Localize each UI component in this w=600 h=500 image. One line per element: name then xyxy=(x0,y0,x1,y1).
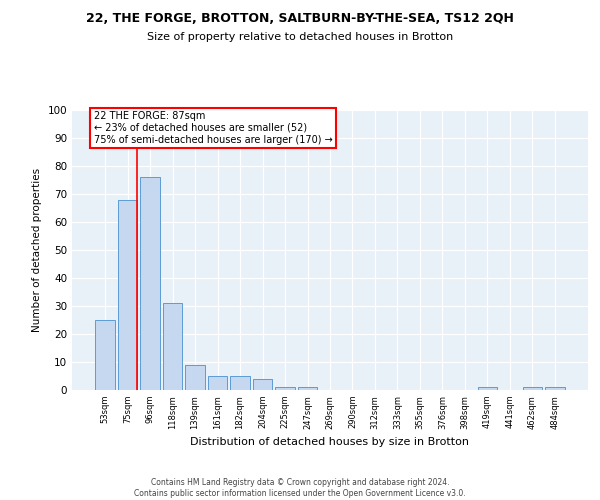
Text: Size of property relative to detached houses in Brotton: Size of property relative to detached ho… xyxy=(147,32,453,42)
Bar xyxy=(208,376,227,390)
Bar xyxy=(95,320,115,390)
Text: 22 THE FORGE: 87sqm
← 23% of detached houses are smaller (52)
75% of semi-detach: 22 THE FORGE: 87sqm ← 23% of detached ho… xyxy=(94,112,332,144)
Bar xyxy=(523,387,542,390)
Y-axis label: Number of detached properties: Number of detached properties xyxy=(32,168,42,332)
X-axis label: Distribution of detached houses by size in Brotton: Distribution of detached houses by size … xyxy=(191,437,470,447)
Text: 22, THE FORGE, BROTTON, SALTBURN-BY-THE-SEA, TS12 2QH: 22, THE FORGE, BROTTON, SALTBURN-BY-THE-… xyxy=(86,12,514,26)
Bar xyxy=(275,387,295,390)
Bar xyxy=(230,376,250,390)
Bar xyxy=(163,303,182,390)
Bar xyxy=(478,387,497,390)
Bar xyxy=(253,379,272,390)
Bar xyxy=(545,387,565,390)
Bar xyxy=(118,200,137,390)
Bar xyxy=(185,365,205,390)
Bar xyxy=(140,177,160,390)
Bar xyxy=(298,387,317,390)
Text: Contains HM Land Registry data © Crown copyright and database right 2024.
Contai: Contains HM Land Registry data © Crown c… xyxy=(134,478,466,498)
